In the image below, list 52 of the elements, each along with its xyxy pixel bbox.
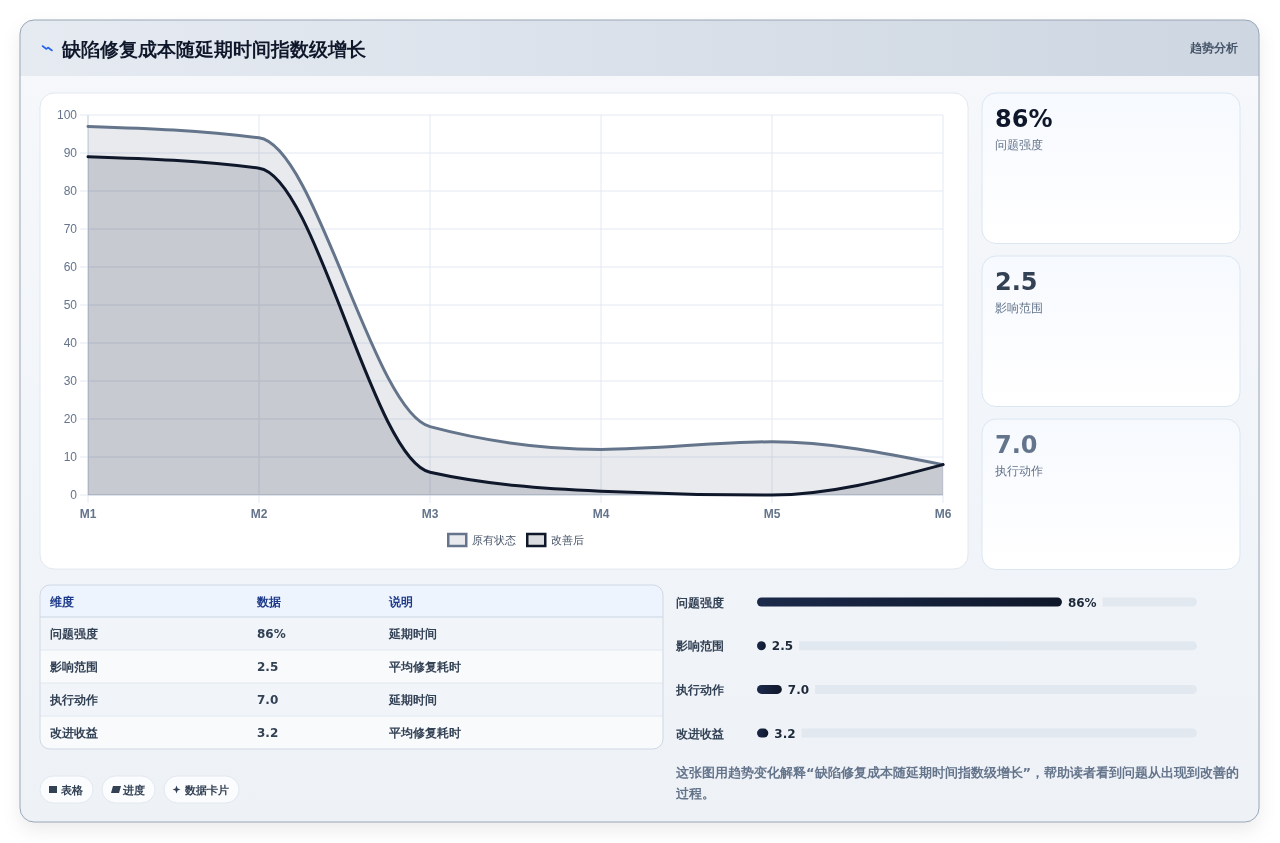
text: 数据卡片 — [184, 783, 229, 797]
y-tick-label: 问题强度 — [676, 595, 724, 610]
legend-label: 原有状态 — [472, 534, 516, 547]
y-tick-label: 40 — [63, 336, 78, 350]
data-label: 2.5 — [771, 639, 794, 654]
text: 2.5 — [257, 660, 279, 674]
y-tick-label: 执行动作 — [675, 682, 724, 697]
data-label: 3.2 — [774, 726, 796, 741]
x-tick-label: M5 — [763, 507, 781, 521]
category-label: 说明 — [388, 594, 413, 609]
text: 趋势分析 — [1189, 41, 1238, 55]
text: 平均修复耗时 — [389, 726, 461, 740]
category-label: 影响范围 — [995, 301, 1043, 315]
bar — [757, 597, 1062, 607]
data-label: 7.0 — [787, 682, 810, 697]
text: 3.2 — [257, 726, 279, 740]
y-tick-label: 改进收益 — [676, 726, 724, 741]
x-tick-label: M4 — [592, 507, 610, 521]
category-label: 执行动作 — [995, 464, 1043, 478]
category-label: 数据 — [256, 594, 281, 609]
text: 86% — [995, 105, 1053, 133]
y-tick-label: 20 — [63, 412, 78, 426]
category-label: 维度 — [49, 594, 74, 609]
legend-label: 改善后 — [551, 534, 584, 547]
x-tick-label: M6 — [934, 507, 952, 521]
category-label: 问题强度 — [995, 138, 1043, 152]
y-tick-label: 30 — [63, 374, 78, 388]
text: 平均修复耗时 — [389, 660, 461, 674]
y-tick-label: 影响范围 — [675, 639, 724, 654]
text: 2.5 — [995, 268, 1038, 296]
y-tick-label: 60 — [63, 260, 78, 274]
y-tick-label: 0 — [70, 488, 78, 502]
text: 86% — [257, 627, 286, 641]
text: 表格 — [60, 783, 84, 797]
y-tick-label: 50 — [63, 298, 78, 312]
x-tick-label: M3 — [421, 507, 439, 521]
text: 延期时间 — [389, 627, 437, 641]
text: 进度 — [122, 783, 145, 797]
y-tick-label: 10 — [63, 450, 78, 464]
y-tick-label: 100 — [56, 108, 78, 122]
text: 7.0 — [995, 431, 1038, 459]
bar — [757, 684, 782, 694]
y-tick-label: 70 — [63, 222, 78, 236]
y-tick-label: 90 — [63, 146, 78, 160]
y-tick-label: 80 — [63, 184, 78, 198]
text: 7.0 — [257, 693, 279, 707]
x-tick-label: M2 — [250, 507, 268, 521]
x-tick-label: M1 — [79, 507, 97, 521]
chart-title: 缺陷修复成本随延期时间指数级增长 — [61, 38, 367, 60]
text: 这张图用趋势变化解释“缺陷修复成本随延期时间指数级增长”，帮助读者看到问题从出现到改善的过程。 — [676, 764, 1241, 803]
text: 延期时间 — [389, 693, 437, 707]
data-label: 86% — [1067, 595, 1097, 610]
